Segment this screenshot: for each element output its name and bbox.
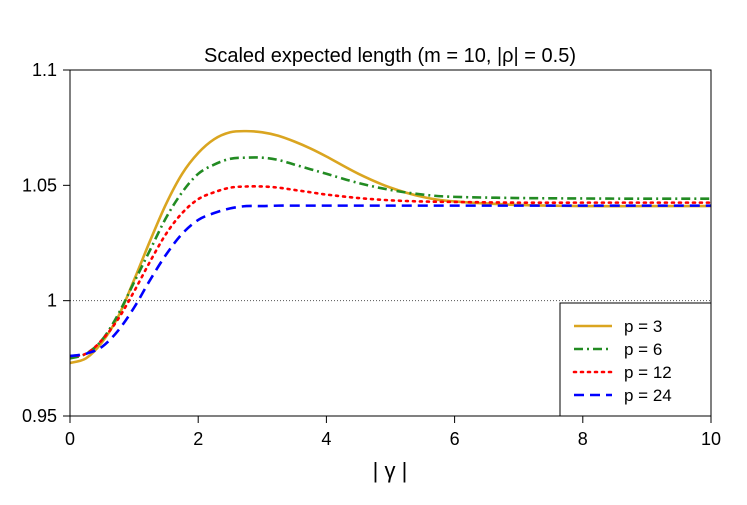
x-tick-label: 8 (578, 429, 588, 449)
plot-area: 0 2 4 6 8 10 0.95 1 1.05 1.1 (22, 60, 721, 449)
legend-label-4: p = 24 (624, 386, 672, 405)
y-tick-label: 0.95 (22, 406, 57, 426)
legend-label-3: p = 12 (624, 363, 672, 382)
series-line-4 (70, 204, 711, 358)
legend: p = 3 p = 6 p = 12 p = 24 (559, 302, 712, 417)
x-tick-label: 0 (65, 429, 75, 449)
y-tick-label: 1.1 (32, 60, 57, 80)
y-tick-label: 1.05 (22, 175, 57, 195)
x-tick-label: 4 (321, 429, 331, 449)
x-tick-label: 6 (450, 429, 460, 449)
legend-label-2: p = 6 (624, 340, 662, 359)
series-line-3 (70, 185, 711, 358)
x-tick-label: 2 (193, 429, 203, 449)
chart-title: Scaled expected length (m = 10, |ρ| = 0.… (204, 45, 576, 67)
y-tick-label: 1 (47, 291, 57, 311)
x-axis-label: | γ | (373, 458, 408, 483)
plot-frame (69, 69, 712, 417)
legend-box (559, 302, 712, 417)
legend-label-1: p = 3 (624, 317, 662, 336)
x-tick-label: 10 (701, 429, 721, 449)
